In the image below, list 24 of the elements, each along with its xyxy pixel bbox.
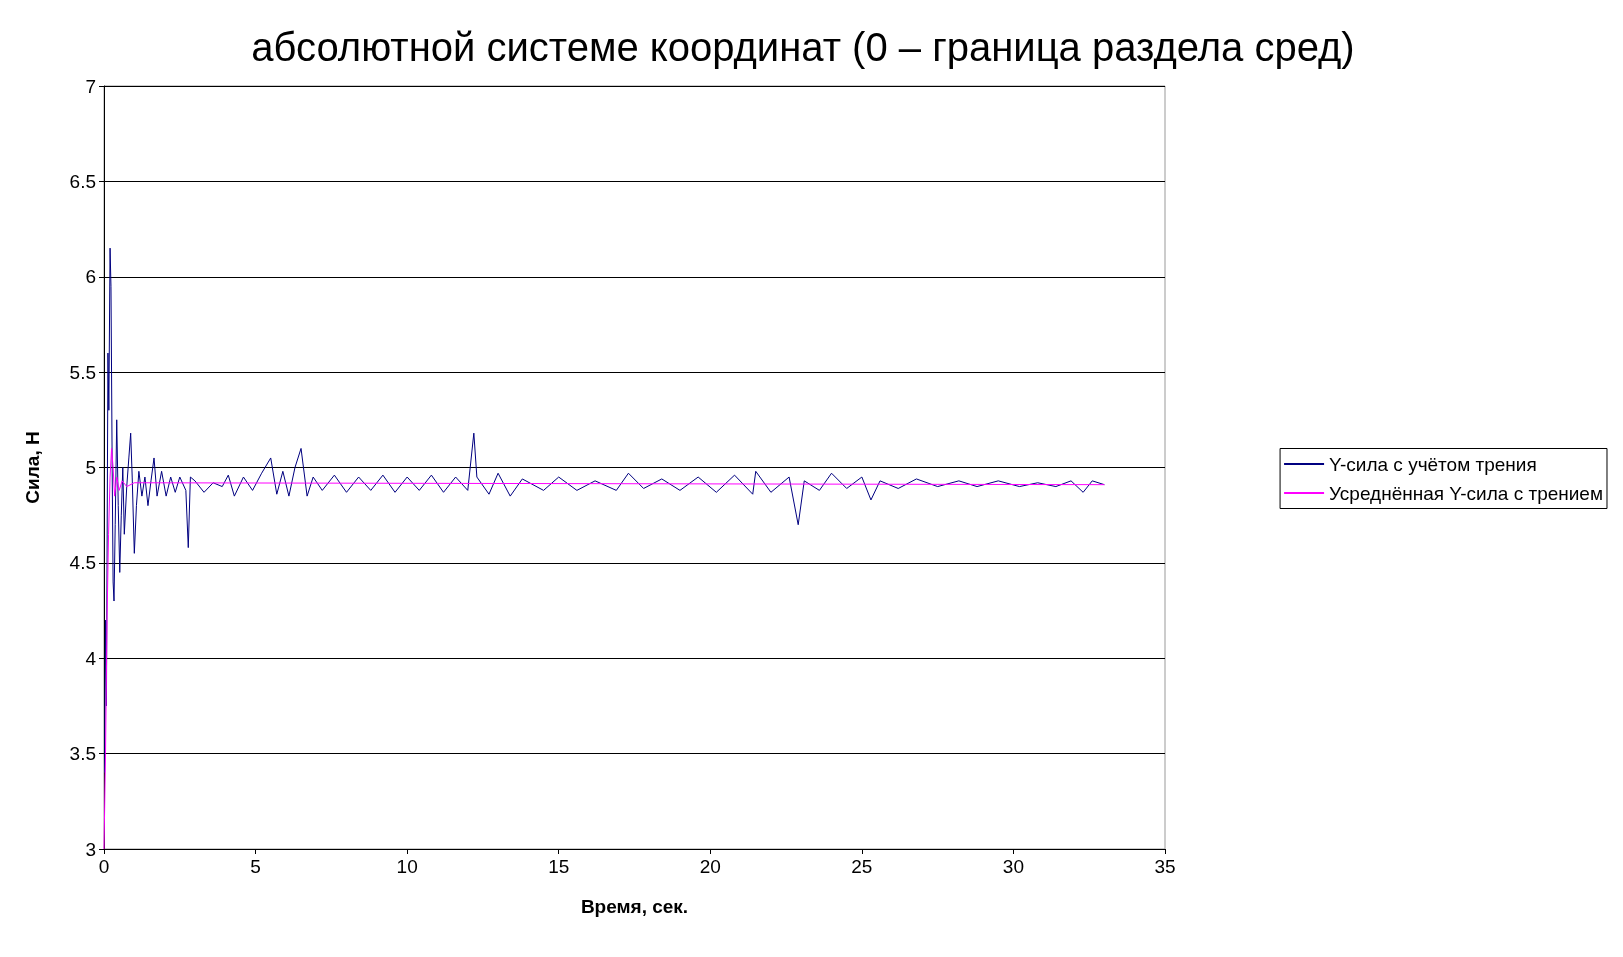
y-tick-label: 7 [85,75,96,97]
x-tick-label: 10 [396,856,418,877]
chart-title: абсолютной системе координат (0 – граница раздела сред) [251,25,1355,69]
x-tick-label: 15 [548,856,570,877]
x-tick-label: 5 [250,856,261,877]
y-tick-label: 4 [85,647,97,669]
legend-label: Усреднённая Y-сила с трением [1329,482,1604,504]
line-series [103,447,1105,850]
x-tick-label: 30 [1002,856,1024,877]
y-tick-label: 6 [85,266,96,288]
x-tick-label: 20 [699,856,721,877]
y-tick-label: 4.5 [69,552,96,574]
y-tick-label: 3 [85,838,96,860]
y-tick-label: 5.5 [69,361,96,383]
line-series [104,247,1105,774]
x-axis-title: Время, сек. [580,896,689,917]
x-tick-label: 25 [851,856,873,877]
x-tick-label: 35 [1154,856,1176,877]
y-tick-label: 6.5 [69,170,96,192]
y-tick-label: 3.5 [69,743,96,765]
y-axis-title: Сила, Н [22,431,43,504]
legend-label: Y-сила с учётом трения [1329,453,1537,475]
y-tick-label: 5 [85,457,96,478]
x-tick-label: 0 [98,856,110,877]
